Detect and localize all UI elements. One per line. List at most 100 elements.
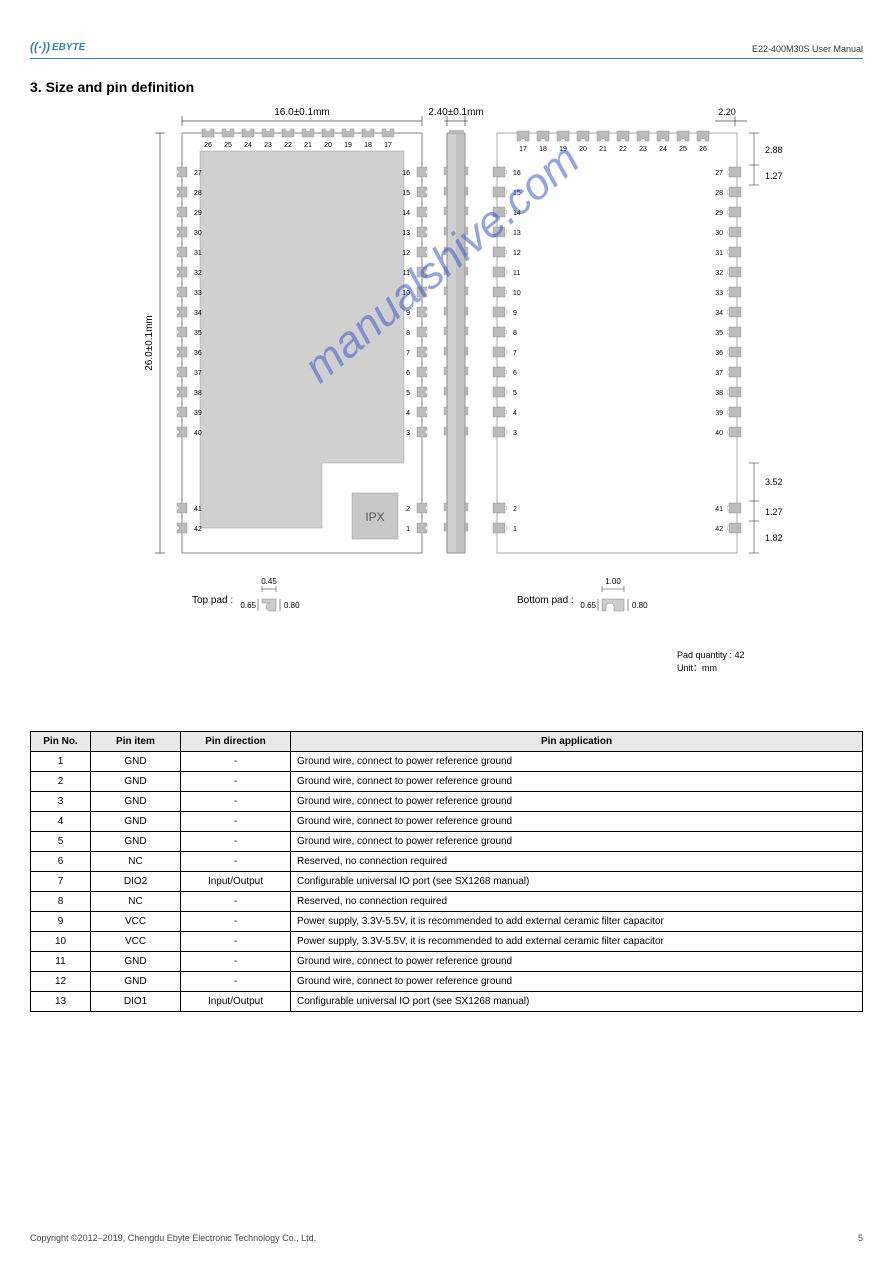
table-cell: 6 [31,852,91,872]
table-cell: Power supply, 3.3V-5.5V, it is recommend… [291,932,863,952]
svg-text:39: 39 [715,410,723,417]
table-cell: - [181,752,291,772]
svg-text:11: 11 [513,270,520,277]
svg-text:4: 4 [406,410,410,417]
svg-text:9: 9 [513,310,517,317]
svg-text:38: 38 [194,390,202,397]
svg-text:26: 26 [699,146,707,153]
table-cell: Ground wire, connect to power reference … [291,812,863,832]
table-row: 11GND-Ground wire, connect to power refe… [31,952,863,972]
table-cell: VCC [91,912,181,932]
table-cell: Power supply, 3.3V-5.5V, it is recommend… [291,912,863,932]
th-pin-dir: Pin direction [181,732,291,752]
svg-text:IPX: IPX [365,510,384,524]
svg-text:10: 10 [513,290,521,297]
svg-text:31: 31 [194,250,202,257]
svg-text:32: 32 [194,270,202,277]
svg-text:12: 12 [402,250,410,257]
table-row: 7DIO2Input/OutputConfigurable universal … [31,872,863,892]
svg-text:16: 16 [402,170,410,177]
svg-text:23: 23 [264,142,272,149]
svg-text:2.88: 2.88 [765,145,783,155]
svg-text:10: 10 [402,290,410,297]
svg-text:17: 17 [519,146,527,153]
table-row: 4GND-Ground wire, connect to power refer… [31,812,863,832]
svg-text:3: 3 [406,430,410,437]
svg-text:25: 25 [679,146,687,153]
svg-text:19: 19 [344,142,352,149]
svg-text:24: 24 [244,142,252,149]
svg-text:13: 13 [402,230,410,237]
table-cell: 9 [31,912,91,932]
th-pin-no: Pin No. [31,732,91,752]
svg-text:1: 1 [406,526,410,533]
svg-text:22: 22 [284,142,292,149]
svg-text:14: 14 [513,210,521,217]
table-cell: - [181,932,291,952]
svg-text:0.80: 0.80 [284,601,300,610]
table-cell: Ground wire, connect to power reference … [291,752,863,772]
page-footer: Copyright ©2012–2019, Chengdu Ebyte Elec… [30,1233,863,1243]
header-doc-right: E22-400M30S User Manual [752,44,863,54]
svg-text:20: 20 [324,142,332,149]
svg-text:35: 35 [194,330,202,337]
table-cell: Configurable universal IO port (see SX12… [291,872,863,892]
table-cell: DIO2 [91,872,181,892]
brand-logo: ((·)) EBYTE [30,40,85,54]
table-row: 9VCC-Power supply, 3.3V-5.5V, it is reco… [31,912,863,932]
table-cell: 7 [31,872,91,892]
svg-text:1: 1 [513,526,517,533]
table-row: 13DIO1Input/OutputConfigurable universal… [31,992,863,1012]
svg-text:17: 17 [384,142,392,149]
svg-text:41: 41 [194,506,202,513]
svg-text:18: 18 [539,146,547,153]
svg-text:21: 21 [599,146,607,153]
svg-text:5: 5 [406,390,410,397]
svg-text:6: 6 [513,370,517,377]
table-cell: 3 [31,792,91,812]
svg-text:9: 9 [406,310,410,317]
svg-text:42: 42 [715,526,723,533]
table-cell: GND [91,952,181,972]
svg-text:Bottom pad :: Bottom pad : [517,595,574,606]
svg-text:3: 3 [513,430,517,437]
svg-text:12: 12 [513,250,521,257]
svg-text:28: 28 [194,190,202,197]
table-cell: 5 [31,832,91,852]
svg-text:14: 14 [402,210,410,217]
table-cell: NC [91,892,181,912]
svg-text:23: 23 [639,146,647,153]
th-pin-app: Pin application [291,732,863,752]
svg-text:13: 13 [513,230,521,237]
table-cell: GND [91,812,181,832]
table-cell: GND [91,972,181,992]
table-row: 2GND-Ground wire, connect to power refer… [31,772,863,792]
svg-text:0.65: 0.65 [580,601,596,610]
svg-text:26: 26 [204,142,212,149]
th-pin-item: Pin item [91,732,181,752]
svg-text:7: 7 [513,350,517,357]
svg-text:42: 42 [194,526,202,533]
svg-text:5: 5 [513,390,517,397]
table-cell: DIO1 [91,992,181,1012]
svg-text:32: 32 [715,270,723,277]
svg-text:15: 15 [513,190,521,197]
table-cell: Reserved, no connection required [291,852,863,872]
table-cell: Reserved, no connection required [291,892,863,912]
svg-text:38: 38 [715,390,723,397]
svg-text:29: 29 [194,210,202,217]
footer-left: Copyright ©2012–2019, Chengdu Ebyte Elec… [30,1233,316,1243]
table-row: 6NC-Reserved, no connection required [31,852,863,872]
table-cell: Ground wire, connect to power reference … [291,952,863,972]
table-cell: GND [91,752,181,772]
svg-text:11: 11 [402,270,409,277]
svg-text:40: 40 [715,430,723,437]
svg-text:1.82: 1.82 [765,533,783,543]
antenna-icon: ((·)) [30,40,50,54]
page-header: ((·)) EBYTE E22-400M30S User Manual [30,40,863,59]
table-cell: Input/Output [181,992,291,1012]
svg-text:16.0±0.1mm: 16.0±0.1mm [274,107,330,118]
table-row: 10VCC-Power supply, 3.3V-5.5V, it is rec… [31,932,863,952]
brand-name: EBYTE [52,42,85,53]
table-cell: - [181,792,291,812]
